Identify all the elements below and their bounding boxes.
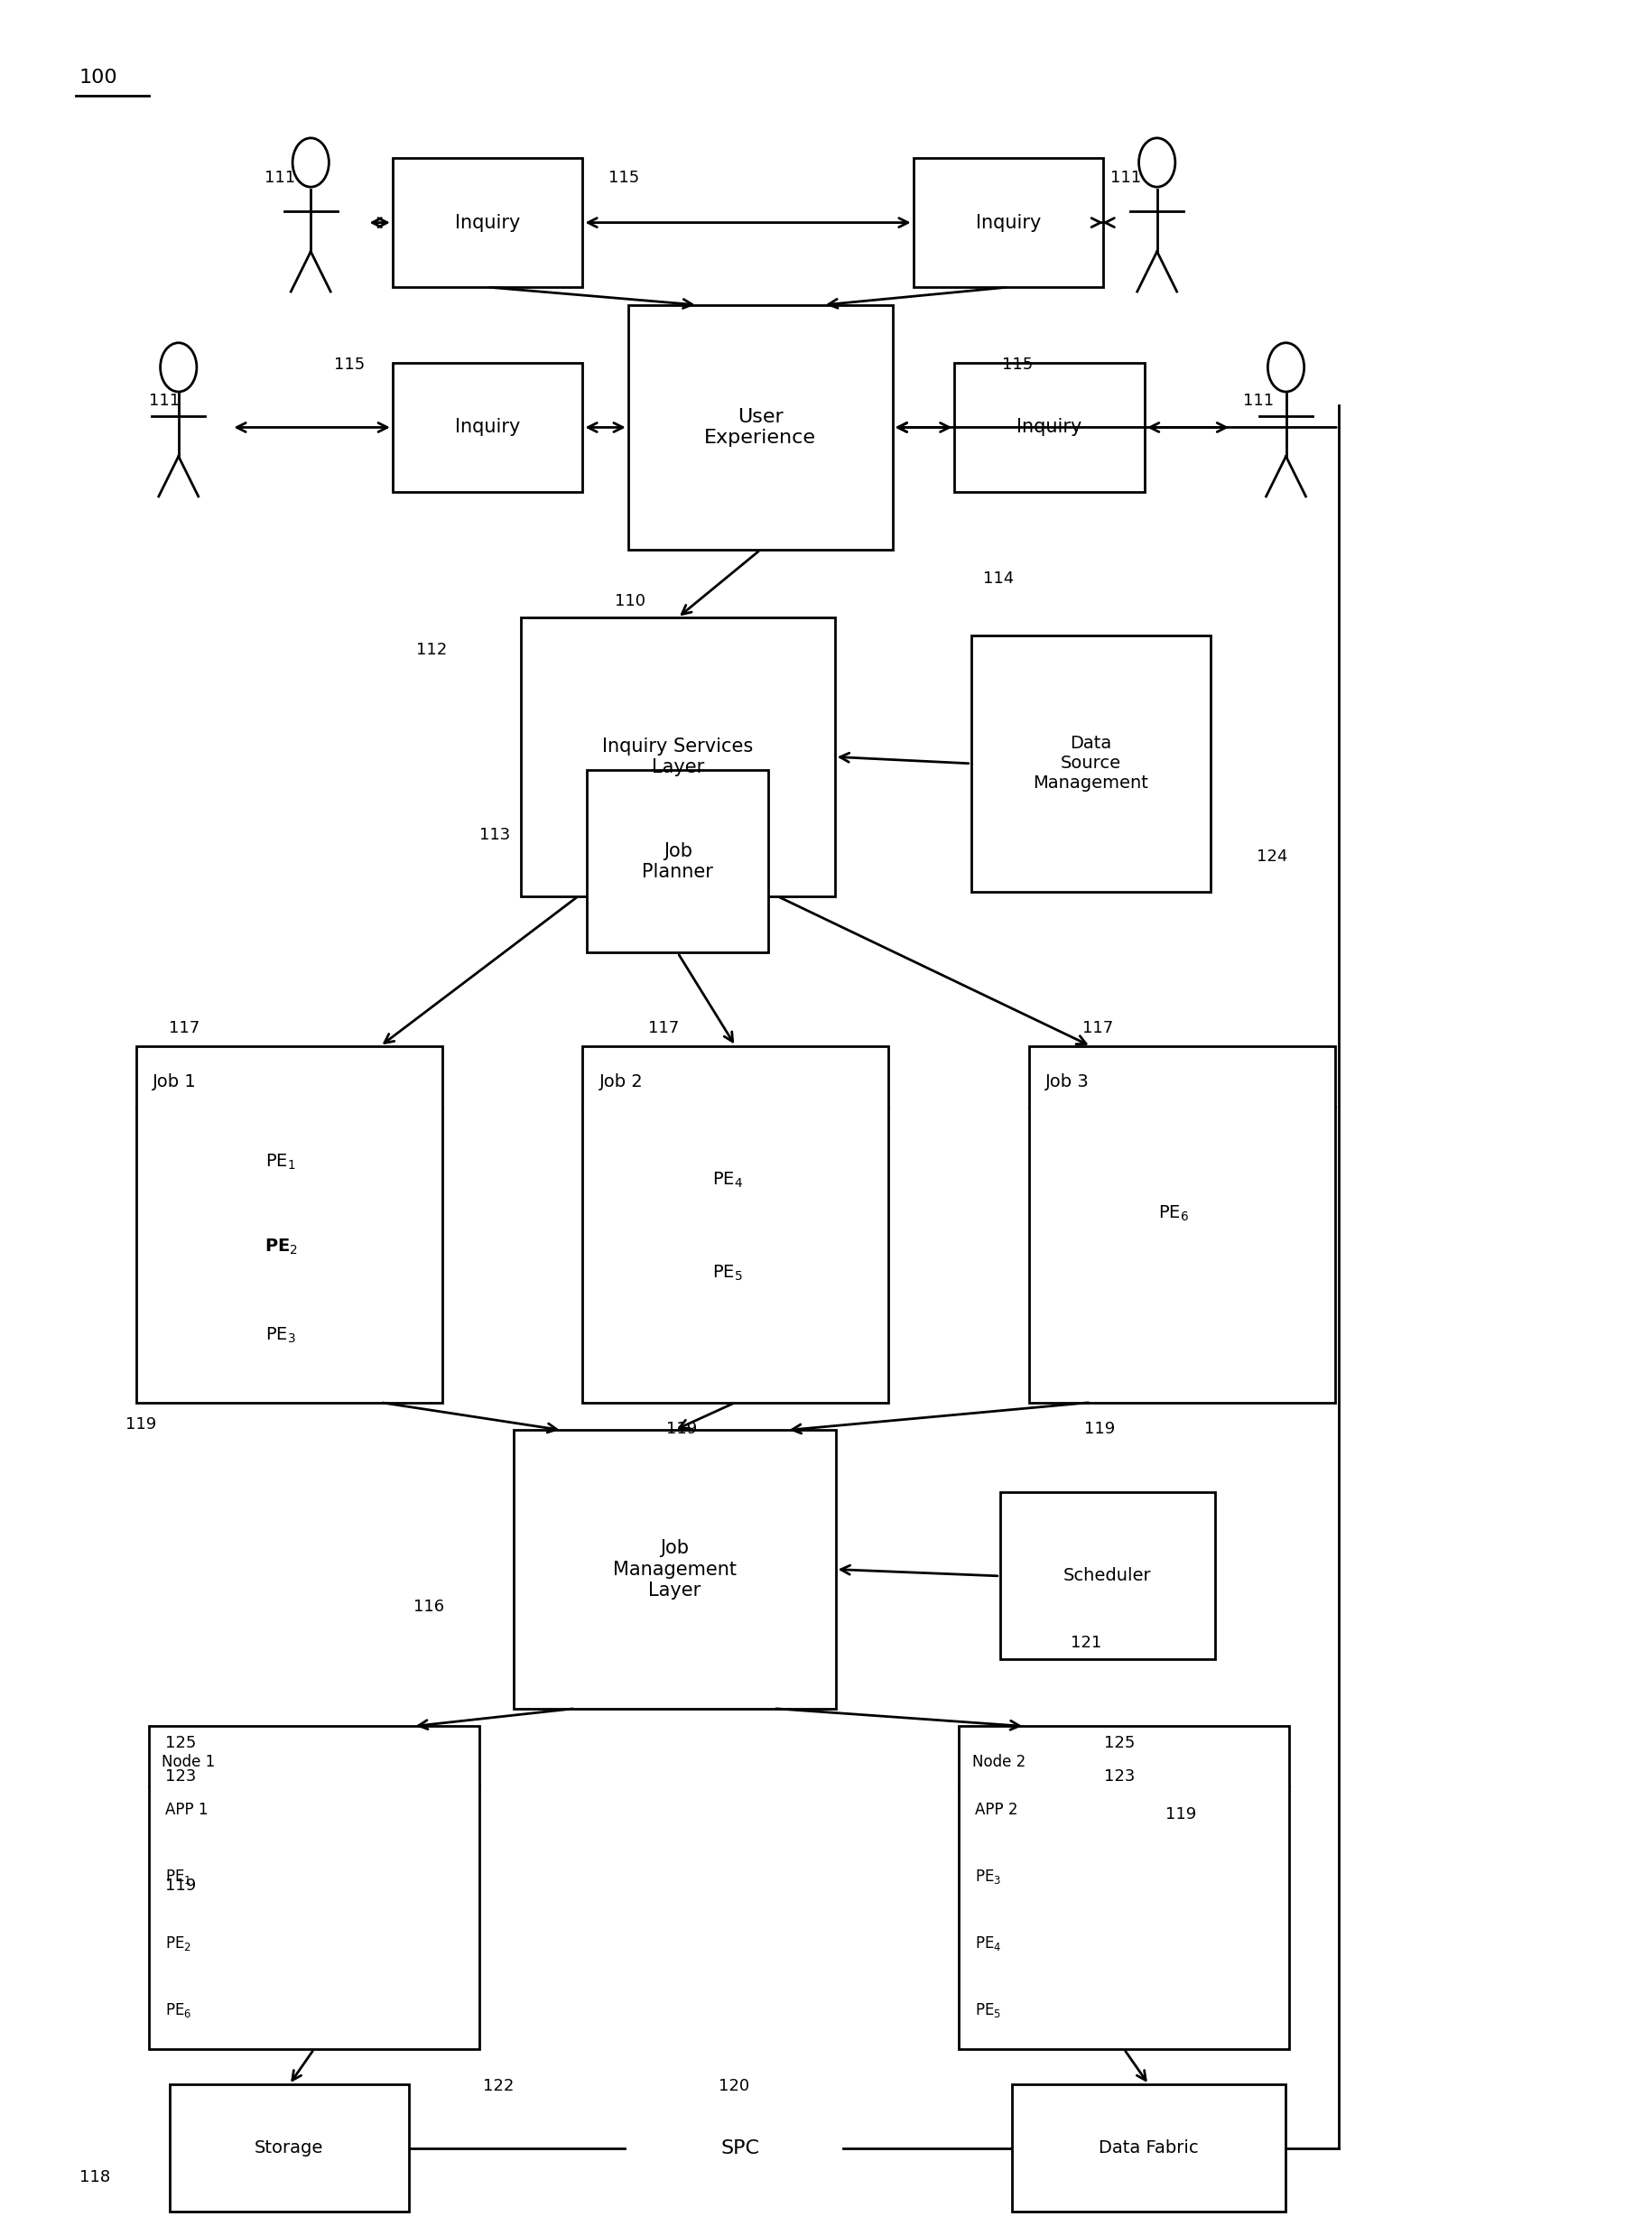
Text: Job
Planner: Job Planner <box>641 841 714 881</box>
Text: Scheduler: Scheduler <box>1062 1567 1151 1585</box>
Text: APP 2: APP 2 <box>975 1801 1018 1819</box>
Text: 115: 115 <box>608 169 639 187</box>
Bar <box>586 770 768 953</box>
Bar <box>958 1727 1289 2048</box>
Text: User
Experience: User Experience <box>704 407 816 447</box>
Text: 123: 123 <box>165 1767 197 1785</box>
Text: Storage: Storage <box>254 2139 324 2157</box>
Bar <box>1011 2084 1285 2213</box>
Bar <box>512 1431 836 1710</box>
Bar <box>583 1046 889 1402</box>
Text: 111: 111 <box>264 169 296 187</box>
Bar <box>520 617 834 895</box>
Text: PE$_6$: PE$_6$ <box>165 2001 192 2019</box>
Text: 113: 113 <box>479 826 510 844</box>
Text: APP 1: APP 1 <box>165 1801 208 1819</box>
Text: 119: 119 <box>1165 1805 1196 1823</box>
Text: 119: 119 <box>165 1877 197 1894</box>
Text: Inquiry Services
Layer: Inquiry Services Layer <box>601 737 753 777</box>
Text: 111: 111 <box>1242 392 1274 410</box>
Text: 117: 117 <box>648 1020 679 1037</box>
Bar <box>628 305 892 550</box>
Text: PE$_2$: PE$_2$ <box>165 1934 192 1952</box>
Bar <box>999 1491 1214 1661</box>
Text: PE$_6$: PE$_6$ <box>1158 1204 1188 1222</box>
Text: 115: 115 <box>1001 356 1032 374</box>
Text: 123: 123 <box>1104 1767 1135 1785</box>
Text: 117: 117 <box>1082 1020 1113 1037</box>
Text: 119: 119 <box>666 1420 697 1438</box>
Text: Inquiry: Inquiry <box>975 214 1041 232</box>
Text: Job 2: Job 2 <box>598 1073 643 1091</box>
Text: Inquiry: Inquiry <box>454 214 520 232</box>
Bar <box>912 158 1104 287</box>
Text: PE$_5$: PE$_5$ <box>975 2001 1001 2019</box>
Text: 110: 110 <box>615 592 646 610</box>
Text: 125: 125 <box>1104 1734 1135 1752</box>
Text: 125: 125 <box>165 1734 197 1752</box>
Text: 111: 111 <box>149 392 180 410</box>
Text: 114: 114 <box>983 570 1014 588</box>
Bar <box>169 2084 410 2213</box>
Text: Node 1: Node 1 <box>162 1754 215 1770</box>
Text: PE$_1$: PE$_1$ <box>165 1868 192 1885</box>
Text: 119: 119 <box>1084 1420 1115 1438</box>
Text: Job 3: Job 3 <box>1044 1073 1089 1091</box>
Text: PE$_3$: PE$_3$ <box>975 1868 1001 1885</box>
Text: PE$_3$: PE$_3$ <box>266 1327 296 1345</box>
Text: 121: 121 <box>1070 1634 1102 1652</box>
Bar <box>135 1046 441 1402</box>
Text: Job
Management
Layer: Job Management Layer <box>613 1540 735 1598</box>
Text: Node 2: Node 2 <box>971 1754 1024 1770</box>
Text: PE$_4$: PE$_4$ <box>712 1171 742 1189</box>
Text: Inquiry: Inquiry <box>454 418 520 436</box>
Text: 118: 118 <box>79 2168 111 2186</box>
Text: SPC: SPC <box>720 2139 760 2157</box>
Bar <box>392 363 582 492</box>
Text: Inquiry: Inquiry <box>1016 418 1082 436</box>
Text: 100: 100 <box>79 69 117 87</box>
Bar <box>149 1727 479 2048</box>
Text: 117: 117 <box>169 1020 200 1037</box>
Text: 111: 111 <box>1110 169 1142 187</box>
Text: PE$_2$: PE$_2$ <box>264 1238 297 1255</box>
Text: Job 1: Job 1 <box>152 1073 197 1091</box>
Bar <box>392 158 582 287</box>
Text: 116: 116 <box>413 1598 444 1616</box>
Text: PE$_4$: PE$_4$ <box>975 1934 1001 1952</box>
Text: 115: 115 <box>334 356 365 374</box>
Text: Data Fabric: Data Fabric <box>1099 2139 1198 2157</box>
Bar <box>955 363 1145 492</box>
Text: 112: 112 <box>416 641 448 659</box>
Text: Data
Source
Management: Data Source Management <box>1032 735 1148 792</box>
Text: 124: 124 <box>1256 848 1287 866</box>
Text: 119: 119 <box>126 1416 157 1434</box>
Text: PE$_5$: PE$_5$ <box>712 1264 742 1282</box>
Text: 120: 120 <box>719 2077 750 2095</box>
Bar <box>1028 1046 1333 1402</box>
Text: PE$_1$: PE$_1$ <box>266 1153 296 1171</box>
Text: 122: 122 <box>482 2077 514 2095</box>
Bar <box>971 637 1209 890</box>
